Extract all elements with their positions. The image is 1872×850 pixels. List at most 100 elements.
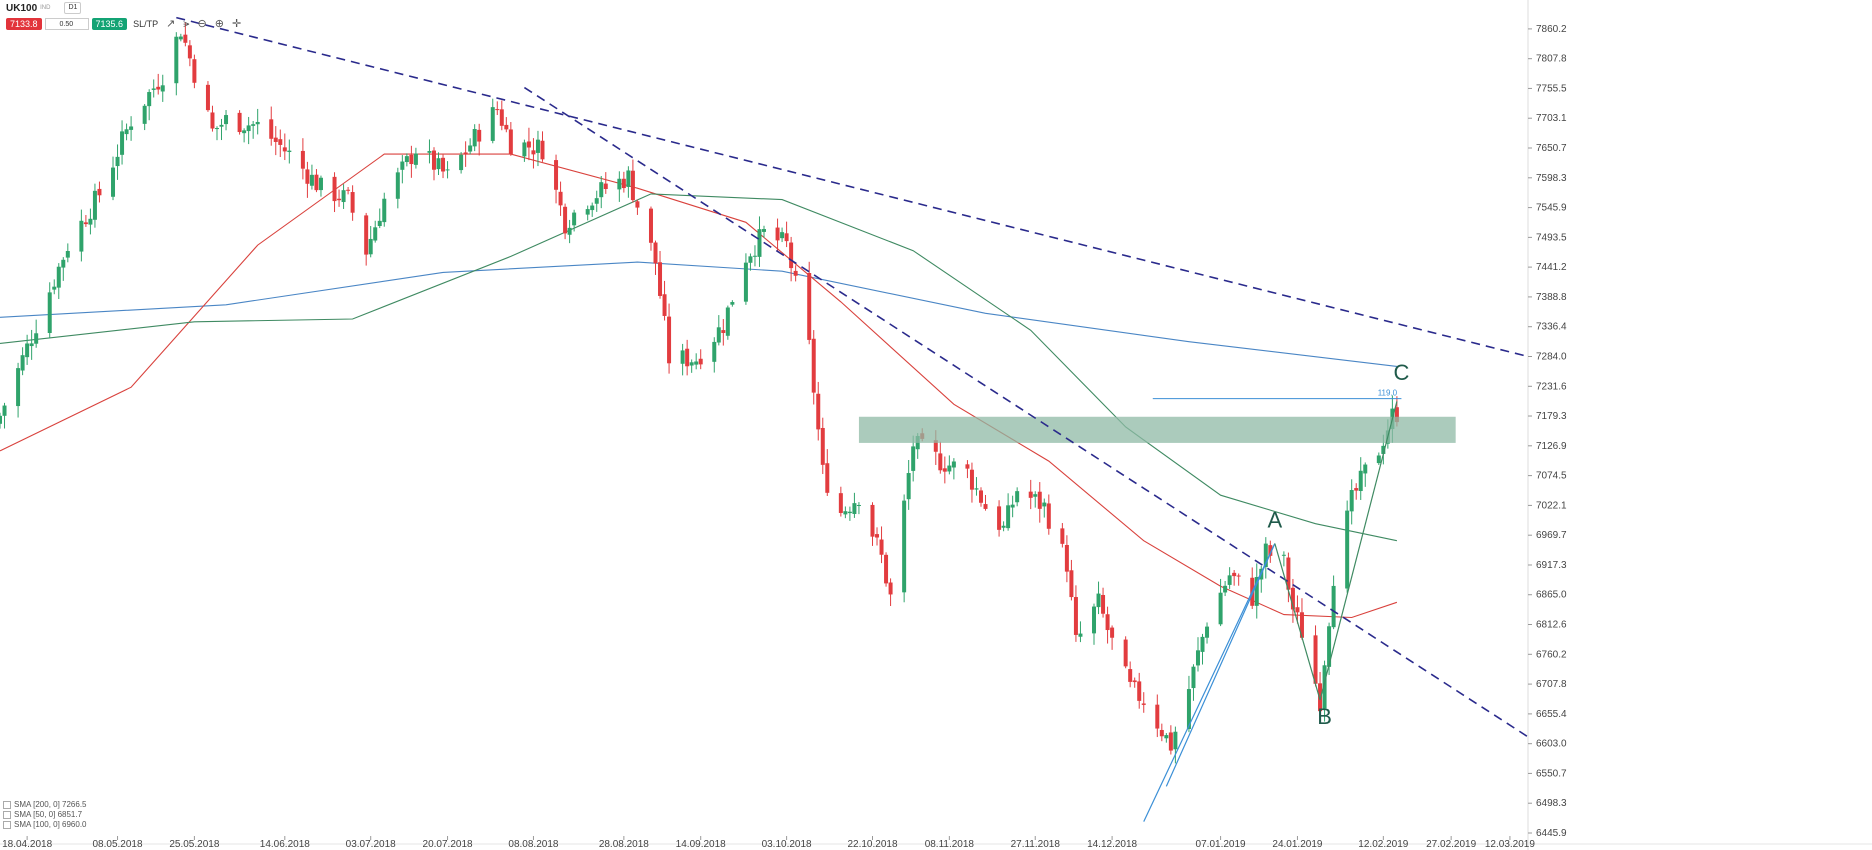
candle[interactable] (789, 236, 794, 282)
candle[interactable] (463, 141, 468, 167)
candle[interactable] (1349, 479, 1354, 525)
candle[interactable] (142, 103, 147, 131)
candle[interactable] (413, 147, 418, 169)
candle[interactable] (65, 243, 70, 263)
candle[interactable] (847, 506, 852, 521)
candle[interactable] (1096, 581, 1101, 615)
candle[interactable] (1318, 671, 1323, 721)
candle[interactable] (825, 449, 830, 496)
price-axis[interactable]: 7860.2 7807.8 7755.5 7703.1 7650.7 7598.3 7545… (1528, 24, 1567, 839)
candle[interactable] (942, 456, 947, 484)
candle[interactable] (282, 133, 287, 161)
candle[interactable] (974, 477, 979, 496)
candle[interactable] (762, 225, 766, 238)
candle[interactable] (884, 552, 889, 587)
candle[interactable] (694, 353, 699, 370)
candle[interactable] (938, 441, 943, 474)
candle[interactable] (1195, 637, 1200, 672)
candle[interactable] (1186, 675, 1191, 733)
candle[interactable] (1155, 694, 1160, 738)
candle[interactable] (888, 578, 893, 607)
candle[interactable] (368, 225, 373, 258)
candle[interactable] (1363, 462, 1368, 487)
candle[interactable] (816, 381, 821, 441)
candle[interactable] (400, 155, 405, 184)
candle[interactable] (1046, 494, 1051, 535)
candle[interactable] (269, 106, 274, 146)
candles[interactable] (0, 22, 1399, 764)
candle[interactable] (947, 455, 952, 475)
candle[interactable] (318, 175, 323, 197)
candle[interactable] (459, 152, 464, 174)
candle[interactable] (658, 250, 663, 299)
candle[interactable] (224, 109, 229, 131)
candle[interactable] (1313, 625, 1318, 687)
candle[interactable] (1173, 726, 1178, 764)
candle[interactable] (689, 359, 694, 373)
candle[interactable] (621, 171, 626, 193)
candle[interactable] (1191, 664, 1196, 701)
candle[interactable] (377, 208, 382, 229)
candle[interactable] (346, 187, 351, 195)
candle[interactable] (594, 190, 599, 212)
candle[interactable] (1200, 633, 1205, 665)
candle[interactable] (811, 330, 816, 405)
candle[interactable] (61, 257, 66, 281)
lot-input[interactable]: 0.50 (44, 18, 89, 30)
candle[interactable] (88, 208, 93, 235)
legend-sma50[interactable]: SMA [50, 0] 6851.7 (3, 810, 87, 820)
candle[interactable] (1128, 661, 1133, 688)
candle[interactable] (395, 167, 400, 209)
candle[interactable] (124, 123, 129, 141)
candle[interactable] (111, 156, 116, 201)
candle[interactable] (187, 40, 192, 67)
candle[interactable] (508, 122, 513, 156)
candle[interactable] (1137, 672, 1142, 709)
candle[interactable] (490, 98, 495, 144)
candle[interactable] (780, 227, 785, 243)
candle[interactable] (1123, 636, 1128, 669)
candle[interactable] (1218, 578, 1223, 627)
candle[interactable] (273, 126, 278, 156)
candle[interactable] (332, 172, 337, 213)
candle[interactable] (775, 218, 780, 252)
candle[interactable] (20, 347, 25, 376)
candle[interactable] (1295, 595, 1300, 624)
candle[interactable] (667, 303, 672, 374)
candle[interactable] (129, 116, 134, 141)
candle[interactable] (1281, 551, 1286, 567)
candle[interactable] (160, 74, 165, 102)
candle[interactable] (540, 131, 545, 162)
candle[interactable] (34, 319, 39, 348)
candle[interactable] (25, 334, 30, 365)
candle[interactable] (807, 261, 812, 345)
candle[interactable] (784, 221, 789, 248)
candle[interactable] (210, 105, 215, 132)
candle[interactable] (1132, 677, 1137, 688)
candle[interactable] (1159, 723, 1164, 742)
candle[interactable] (1263, 537, 1268, 579)
candle[interactable] (92, 183, 97, 228)
candle[interactable] (1376, 452, 1381, 465)
candle[interactable] (97, 181, 102, 203)
candle[interactable] (468, 138, 473, 155)
candle[interactable] (838, 486, 843, 517)
candle[interactable] (1299, 598, 1304, 640)
candle[interactable] (852, 492, 857, 518)
candle[interactable] (1105, 606, 1110, 644)
candle[interactable] (0, 412, 2, 429)
sltp-button[interactable]: SL/TP (133, 19, 159, 29)
candle[interactable] (174, 32, 179, 96)
candle[interactable] (214, 126, 219, 141)
candle[interactable] (879, 526, 884, 564)
candle[interactable] (445, 161, 450, 179)
candle[interactable] (477, 123, 482, 156)
candle[interactable] (1037, 482, 1042, 523)
candle[interactable] (599, 175, 604, 209)
candle[interactable] (685, 339, 690, 376)
candle[interactable] (242, 128, 247, 143)
candle[interactable] (120, 120, 125, 165)
candle[interactable] (1015, 487, 1020, 507)
candle[interactable] (364, 212, 369, 266)
candle[interactable] (192, 54, 197, 89)
